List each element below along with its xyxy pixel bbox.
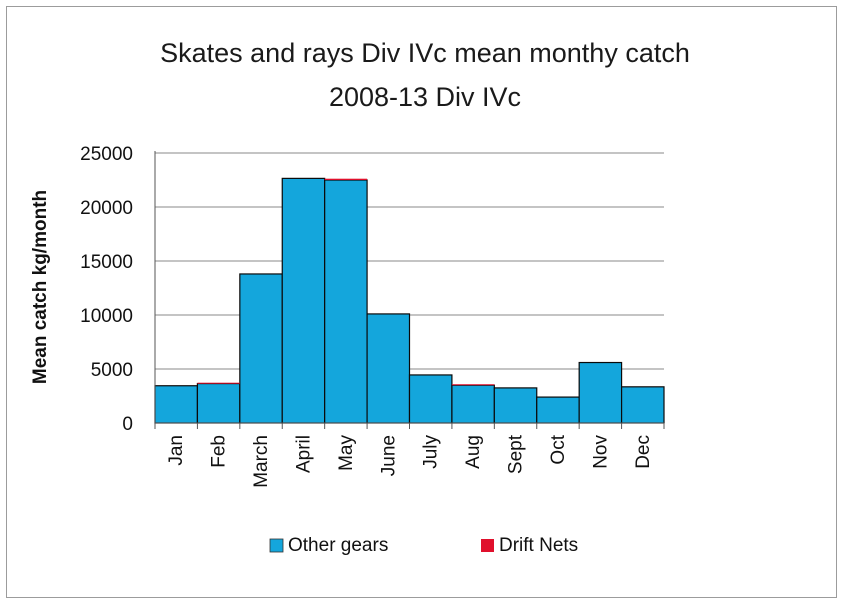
bar-other-gears-dec <box>620 386 665 424</box>
bar-other-gears-april <box>281 177 326 424</box>
x-tick-label: Sept <box>506 434 527 474</box>
bar-other-gears-feb <box>196 382 241 424</box>
legend-swatch <box>269 538 284 553</box>
x-tick-label: Feb <box>209 435 230 468</box>
axes: 0 5000 10000 15000 20000 25000 Jan Feb March Apri… <box>80 144 665 488</box>
y-tick-label: 5000 <box>91 360 133 381</box>
x-tick-label: July <box>421 435 442 469</box>
bar-drift-nets-feb <box>197 382 240 384</box>
bar-other-gears-nov <box>578 361 623 424</box>
bar-other-gears-sept <box>493 387 538 424</box>
x-tick-label: Aug <box>463 435 484 469</box>
chart-frame <box>6 6 837 598</box>
x-tick-label: March <box>251 435 272 488</box>
legend-label: Drift Nets <box>499 535 578 556</box>
bar-other-gears-june <box>366 313 411 424</box>
y-tick-label: 20000 <box>80 198 133 219</box>
bar-other-gears-aug <box>451 384 495 424</box>
y-tick-label: 0 <box>122 414 133 435</box>
x-tick-label: Dec <box>633 435 654 469</box>
y-tick-label: 25000 <box>80 144 133 165</box>
chart-title-line-2: 2008-13 Div IVc <box>329 82 521 112</box>
bar-drift-nets-may <box>324 178 368 180</box>
bar-drift-nets-aug <box>451 384 495 386</box>
legend: Other gears Drift Nets <box>269 535 578 556</box>
chart-title-line-1: Skates and rays Div IVc mean monthy catc… <box>160 38 690 68</box>
bar-other-gears-oct <box>536 396 580 424</box>
x-tick-label: April <box>293 435 314 473</box>
x-tick-label: Jan <box>166 435 187 466</box>
bar-other-gears-july <box>408 374 453 424</box>
y-tick-label: 15000 <box>80 252 133 273</box>
y-axis-label: Mean catch kg/month <box>30 190 51 384</box>
x-tick-label: Nov <box>590 435 611 469</box>
x-tick-label: June <box>378 435 399 476</box>
x-tick-label: May <box>336 435 357 471</box>
x-tick-label: Oct <box>548 434 569 464</box>
legend-swatch <box>481 539 494 552</box>
bar-other-gears-may <box>324 179 368 424</box>
bar-other-gears-march <box>239 273 283 424</box>
y-tick-label: 10000 <box>80 306 133 327</box>
bars <box>154 177 665 424</box>
bar-other-gears-jan <box>154 385 199 424</box>
legend-label: Other gears <box>288 535 388 556</box>
